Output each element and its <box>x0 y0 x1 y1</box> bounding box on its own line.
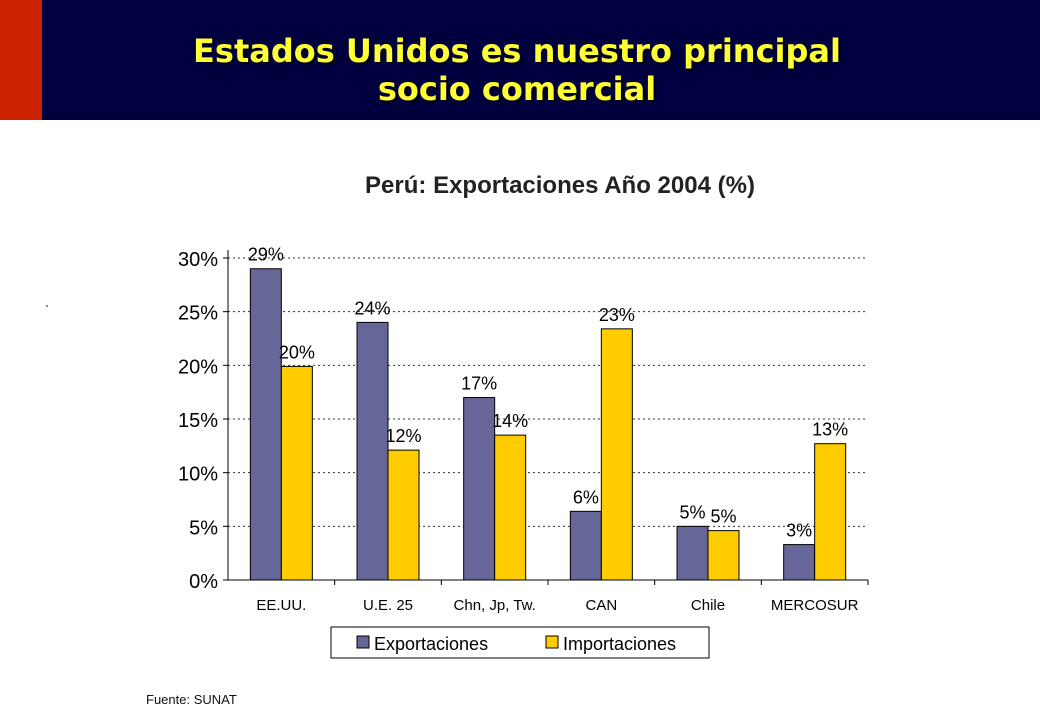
legend-box <box>330 626 710 659</box>
bar-exportaciones <box>356 321 389 581</box>
bar-exportaciones <box>463 397 496 581</box>
bar-importaciones <box>707 530 740 581</box>
bar-importaciones <box>387 449 420 581</box>
bar-importaciones <box>494 434 527 581</box>
y-tick-label: 15% <box>178 410 218 432</box>
slide-title-line-1: Estados Unidos es nuestro principal <box>193 32 841 70</box>
bar-importaciones <box>600 328 633 581</box>
data-label: 29% <box>248 245 284 265</box>
data-label: 20% <box>279 342 315 362</box>
x-category-label: EE.UU. <box>256 597 306 614</box>
data-label: 3% <box>786 521 812 541</box>
stray-dot <box>46 305 48 307</box>
y-tick-label: 10% <box>178 464 218 486</box>
x-category-label: MERCOSUR <box>771 597 859 614</box>
y-tick-label: 0% <box>189 571 218 593</box>
data-label: 14% <box>492 411 528 431</box>
x-category-label: CAN <box>585 597 617 614</box>
legend-label-exportaciones: Exportaciones <box>374 634 488 654</box>
legend-swatch-exportaciones <box>356 635 370 649</box>
x-category-label: Chn, Jp, Tw. <box>454 597 536 614</box>
bar-exportaciones <box>676 525 709 581</box>
bar-exportaciones <box>249 268 282 581</box>
legend-label-importaciones: Importaciones <box>563 634 676 654</box>
bar-exportaciones <box>783 544 816 581</box>
data-label: 6% <box>573 487 599 507</box>
data-label: 23% <box>599 305 635 325</box>
bar-exportaciones <box>569 510 602 581</box>
data-label: 12% <box>385 426 421 446</box>
bar-importaciones <box>814 443 847 581</box>
data-label: 24% <box>354 298 390 318</box>
data-label: 5% <box>679 502 705 522</box>
header-bar <box>0 0 1040 120</box>
y-tick-label: 25% <box>178 303 218 325</box>
legend-swatch-importaciones <box>545 635 559 649</box>
data-label: 17% <box>461 374 497 394</box>
y-tick-label: 20% <box>178 356 218 378</box>
x-category-label: Chile <box>691 597 725 614</box>
slide-title-line-2: socio comercial <box>377 70 657 109</box>
y-tick-label: 5% <box>189 517 218 539</box>
data-label: 13% <box>812 420 848 440</box>
bar-importaciones <box>280 365 313 581</box>
header-accent-stripe <box>0 0 42 120</box>
chart-title: Perú: Exportaciones Año 2004 (%) <box>365 172 755 199</box>
slide-title: Estados Unidos es nuestro principal soci… <box>42 32 992 109</box>
data-label: 5% <box>710 507 736 527</box>
bar-chart: 0% 5% 10% 15% 20% 25% 30% 29% 20% EE.UU. 24% 12% U.E… <box>178 245 869 659</box>
source-note: Fuente: SUNAT <box>146 692 237 707</box>
x-category-label: U.E. 25 <box>363 597 413 614</box>
y-tick-label: 30% <box>178 249 218 271</box>
